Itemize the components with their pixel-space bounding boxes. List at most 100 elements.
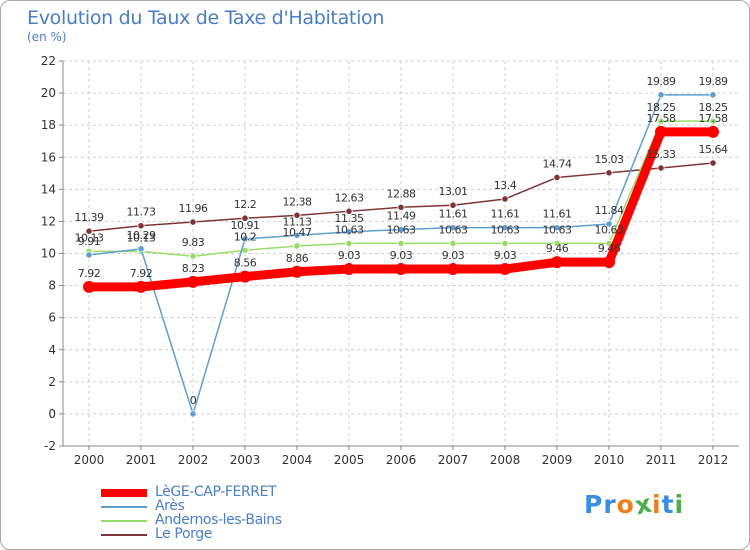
data-label: 10.63 bbox=[387, 223, 416, 236]
y-tick-label: 14 bbox=[41, 182, 56, 196]
data-point bbox=[83, 280, 95, 293]
data-label: 11.84 bbox=[595, 204, 624, 217]
data-label: 7.92 bbox=[78, 267, 101, 280]
legend-label: Le Porge bbox=[155, 526, 212, 542]
data-point bbox=[293, 242, 301, 250]
data-point bbox=[551, 256, 563, 269]
data-label: 8.23 bbox=[182, 262, 205, 275]
y-tick-label: 22 bbox=[41, 54, 56, 68]
x-tick-label: 2001 bbox=[126, 453, 157, 467]
data-point bbox=[553, 239, 561, 247]
data-label: 0 bbox=[190, 394, 197, 407]
data-label: 9.46 bbox=[546, 242, 569, 255]
data-label: 13.4 bbox=[494, 179, 517, 192]
data-label: 17.58 bbox=[647, 112, 676, 125]
legend-swatch bbox=[101, 506, 147, 508]
data-label: 10.63 bbox=[335, 223, 364, 236]
chart-title: Evolution du Taux de Taxe d'Habitation bbox=[27, 7, 385, 29]
data-label: 11.61 bbox=[439, 208, 468, 221]
x-tick-label: 2006 bbox=[386, 453, 417, 467]
data-label: 12.2 bbox=[234, 198, 257, 211]
legend-swatch bbox=[101, 520, 147, 522]
data-label: 19.89 bbox=[699, 75, 728, 88]
data-label: 18.25 bbox=[699, 101, 728, 114]
data-point bbox=[709, 159, 717, 167]
data-point bbox=[343, 263, 355, 276]
data-point bbox=[501, 239, 509, 247]
y-tick-label: 12 bbox=[41, 214, 56, 228]
data-label: 10.47 bbox=[283, 226, 312, 239]
data-label: 12.63 bbox=[335, 191, 364, 204]
x-tick-label: 2011 bbox=[646, 453, 677, 467]
data-point bbox=[709, 117, 717, 125]
data-point bbox=[187, 275, 199, 288]
data-point bbox=[449, 239, 457, 247]
data-point bbox=[85, 251, 93, 259]
x-tick-label: 2007 bbox=[438, 453, 469, 467]
data-point bbox=[449, 201, 457, 209]
data-point bbox=[291, 265, 303, 278]
data-label: 9.91 bbox=[78, 235, 101, 248]
data-point bbox=[657, 164, 665, 172]
data-point bbox=[655, 125, 667, 138]
data-label: 9.03 bbox=[390, 249, 413, 262]
data-point bbox=[395, 263, 407, 276]
y-tick-label: -2 bbox=[44, 439, 56, 453]
data-point bbox=[553, 173, 561, 182]
x-tick-label: 2003 bbox=[230, 453, 261, 467]
data-point bbox=[293, 231, 301, 239]
data-point bbox=[603, 256, 615, 269]
data-point bbox=[657, 117, 665, 125]
legend-label: Arès bbox=[155, 498, 185, 514]
data-label: 10.91 bbox=[231, 219, 260, 232]
x-tick-label: 2004 bbox=[282, 453, 313, 467]
x-tick-label: 2012 bbox=[698, 453, 729, 467]
legend-label: Andernos-les-Bains bbox=[155, 512, 282, 528]
y-tick-label: 4 bbox=[48, 343, 56, 357]
data-point bbox=[447, 263, 459, 276]
data-label: 15.33 bbox=[647, 148, 676, 161]
data-label: 15.64 bbox=[699, 143, 728, 156]
data-point bbox=[345, 239, 353, 247]
data-point bbox=[707, 125, 719, 138]
data-point bbox=[709, 91, 717, 99]
x-tick-label: 2010 bbox=[594, 453, 625, 467]
x-tick-label: 2008 bbox=[490, 453, 521, 467]
data-label: 11.35 bbox=[335, 212, 364, 225]
legend-swatch bbox=[101, 534, 147, 536]
data-label: 11.61 bbox=[543, 208, 572, 221]
data-label: 19.89 bbox=[647, 75, 676, 88]
y-tick-label: 10 bbox=[41, 247, 56, 261]
data-label: 9.03 bbox=[442, 249, 465, 262]
data-label: 10.13 bbox=[75, 231, 104, 244]
y-tick-label: 16 bbox=[41, 150, 56, 164]
data-point bbox=[241, 214, 249, 222]
y-tick-label: 0 bbox=[48, 407, 56, 421]
data-label: 14.74 bbox=[543, 157, 572, 170]
data-label: 10.29 bbox=[127, 229, 156, 242]
x-tick-label: 2000 bbox=[74, 453, 105, 467]
data-label: 12.88 bbox=[387, 187, 416, 200]
y-tick-label: 6 bbox=[48, 311, 56, 325]
data-point bbox=[449, 224, 457, 232]
legend-swatch bbox=[101, 489, 147, 497]
data-point bbox=[605, 220, 613, 228]
data-label: 9.46 bbox=[598, 242, 621, 255]
data-label: 10.63 bbox=[595, 223, 624, 236]
data-label: 11.39 bbox=[75, 211, 104, 224]
y-tick-label: 8 bbox=[48, 279, 56, 293]
data-point bbox=[345, 207, 353, 215]
data-point bbox=[397, 225, 405, 234]
data-label: 8.86 bbox=[286, 252, 309, 265]
data-point bbox=[397, 203, 405, 211]
data-point bbox=[85, 227, 93, 235]
data-point bbox=[501, 195, 509, 203]
data-point bbox=[239, 270, 251, 283]
data-point bbox=[345, 228, 353, 236]
data-point bbox=[189, 252, 197, 260]
y-tick-label: 2 bbox=[48, 375, 56, 389]
data-label: 11.61 bbox=[491, 208, 520, 221]
data-point bbox=[293, 211, 301, 219]
